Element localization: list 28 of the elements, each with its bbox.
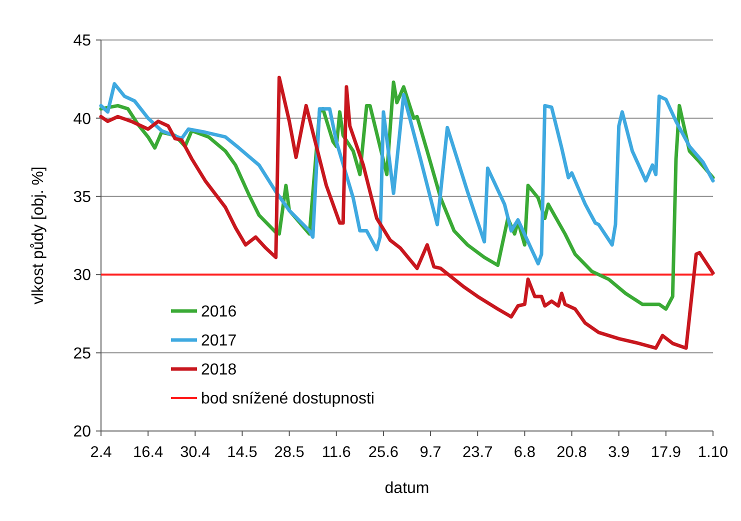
x-tick-label: 23.7	[462, 444, 493, 461]
x-tick-label: 16.4	[132, 444, 164, 461]
x-tick-label: 11.6	[322, 444, 351, 461]
x-tick-label: 2.4	[90, 444, 112, 461]
x-tick-label: 30.4	[180, 444, 211, 461]
line-series	[99, 82, 715, 266]
legend-label: 2016	[201, 304, 237, 321]
x-tick-label: 28.5	[274, 444, 304, 461]
line-series	[99, 76, 715, 350]
x-tick-label: 9.7	[420, 444, 442, 461]
legend-label: bod snížené dostupnosti	[201, 390, 374, 408]
x-tick-label: 1.10	[698, 444, 728, 461]
legend-label: 2017	[201, 332, 237, 350]
y-tick-label: 20	[73, 424, 92, 441]
y-tick-label: 35	[73, 189, 92, 206]
x-axis-title: datum	[384, 480, 430, 497]
x-tick-label: 20.8	[556, 444, 587, 461]
legend-label: 2018	[201, 362, 237, 379]
y-axis-title: vlkost půdy [obj. %]	[30, 166, 47, 304]
y-tick-label: 45	[73, 32, 92, 50]
y-tick-label: 25	[73, 345, 92, 362]
x-tick-label: 25.6	[368, 444, 399, 461]
x-tick-label: 3.9	[608, 444, 630, 461]
y-tick-label: 40	[73, 110, 92, 128]
x-tick-label: 6.8	[514, 444, 536, 461]
x-tick-label: 17.9	[650, 444, 682, 461]
x-tick-label: 14.5	[227, 444, 258, 461]
y-tick-label: 30	[73, 267, 92, 284]
